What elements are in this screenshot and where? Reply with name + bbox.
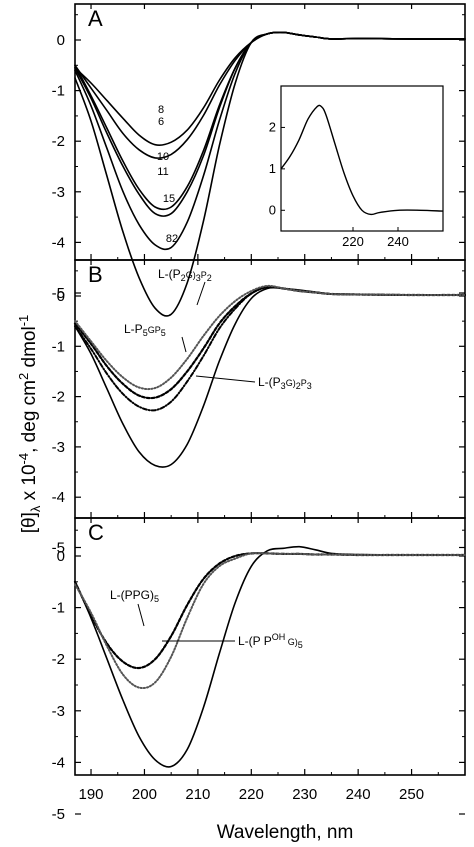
- x-tick-label: 250: [399, 786, 424, 803]
- y-axis-label: [θ]λ x 10-4, deg cm2 dmol-1: [16, 315, 43, 534]
- x-tick-label: 240: [346, 786, 371, 803]
- series-line: [74, 284, 466, 391]
- y-tick-label: -4: [52, 489, 65, 506]
- y-tick-label: -2: [52, 389, 65, 406]
- y-tick-label: -1: [52, 83, 65, 100]
- panel-label: A: [88, 6, 103, 31]
- annotation-ppg5: L-(PPG)5: [110, 588, 159, 604]
- panel-label: C: [88, 520, 104, 545]
- x-tick-label: 230: [292, 786, 317, 803]
- y-tick-label: -3: [52, 439, 65, 456]
- pointer-line: [137, 603, 145, 627]
- panel-frame: [74, 259, 466, 519]
- x-axis: 190 200 210 220 230 240 250: [79, 786, 425, 803]
- x-tick-label: 200: [132, 786, 157, 803]
- y-tick-label: 0: [57, 32, 65, 49]
- pointer-line: [195, 375, 256, 383]
- y-tick-label: -5: [52, 540, 65, 557]
- y-tick-label: 0: [57, 288, 65, 305]
- y-tick-label: -5: [52, 806, 65, 823]
- y-tick-label: 0: [57, 548, 65, 565]
- y-tick-label: -2: [52, 651, 65, 668]
- annotation-ppohg5: L-(P POH G)5: [238, 632, 303, 650]
- y-tick-label: -5: [52, 285, 65, 302]
- pointer-line: [196, 281, 206, 306]
- inset-y-tick-label: 2: [269, 119, 276, 134]
- y-tick-label: -1: [52, 600, 65, 617]
- inset-x-tick-label: 220: [342, 234, 364, 249]
- x-axis-label: Wavelength, nm: [217, 822, 354, 843]
- curve-label: 11: [157, 166, 168, 178]
- panel-b: 0 -1 -2 -3 -4 -5 B L-(P2G)3P2 L-P5GP5 L-(P3G)2P3: [52, 259, 467, 557]
- curve-label: 10: [157, 151, 169, 163]
- curve-label: 6: [158, 116, 164, 128]
- y-tick-label: -2: [52, 133, 65, 150]
- inset-curve: [280, 104, 444, 216]
- x-tick-label: 190: [79, 786, 104, 803]
- y-tick-label: -4: [52, 234, 65, 251]
- inset-frame: [280, 85, 444, 232]
- inset-x-tick-label: 240: [387, 234, 409, 249]
- y-tick-label: -1: [52, 338, 65, 355]
- panel-c: 0 -1 -2 -3 -4 -5 C L-(PPG)5 L-(P POH G)5: [52, 517, 467, 823]
- y-tick-label: -3: [52, 184, 65, 201]
- panel-label: B: [88, 262, 103, 287]
- inset-y-tick-label: 1: [269, 161, 276, 176]
- series-line: [74, 545, 466, 768]
- y-tick-label: -3: [52, 703, 65, 720]
- curve-label: 82: [166, 233, 178, 245]
- y-tick-label: -4: [52, 754, 65, 771]
- panel-a: 0 -1 -2 -3 -4 -5 A 86 10 11 15 82 0 1 2 220 240: [52, 3, 466, 317]
- panel-frame: [74, 517, 466, 776]
- inset-y-tick-label: 0: [269, 202, 276, 217]
- curve-label: 8: [158, 104, 164, 116]
- annotation-p2g3p2: L-(P2G)3P2: [158, 267, 212, 283]
- curve-label: 15: [163, 193, 175, 205]
- series-line: [74, 31, 466, 317]
- annotation-p3g2p3: L-(P3G)2P3: [258, 375, 312, 391]
- x-tick-label: 210: [185, 786, 210, 803]
- x-tick-label: 220: [239, 786, 264, 803]
- series-line: [74, 552, 466, 690]
- series-line: [73, 552, 467, 670]
- pointer-line: [181, 336, 187, 353]
- annotation-p5gp5: L-P5GP5: [124, 322, 166, 338]
